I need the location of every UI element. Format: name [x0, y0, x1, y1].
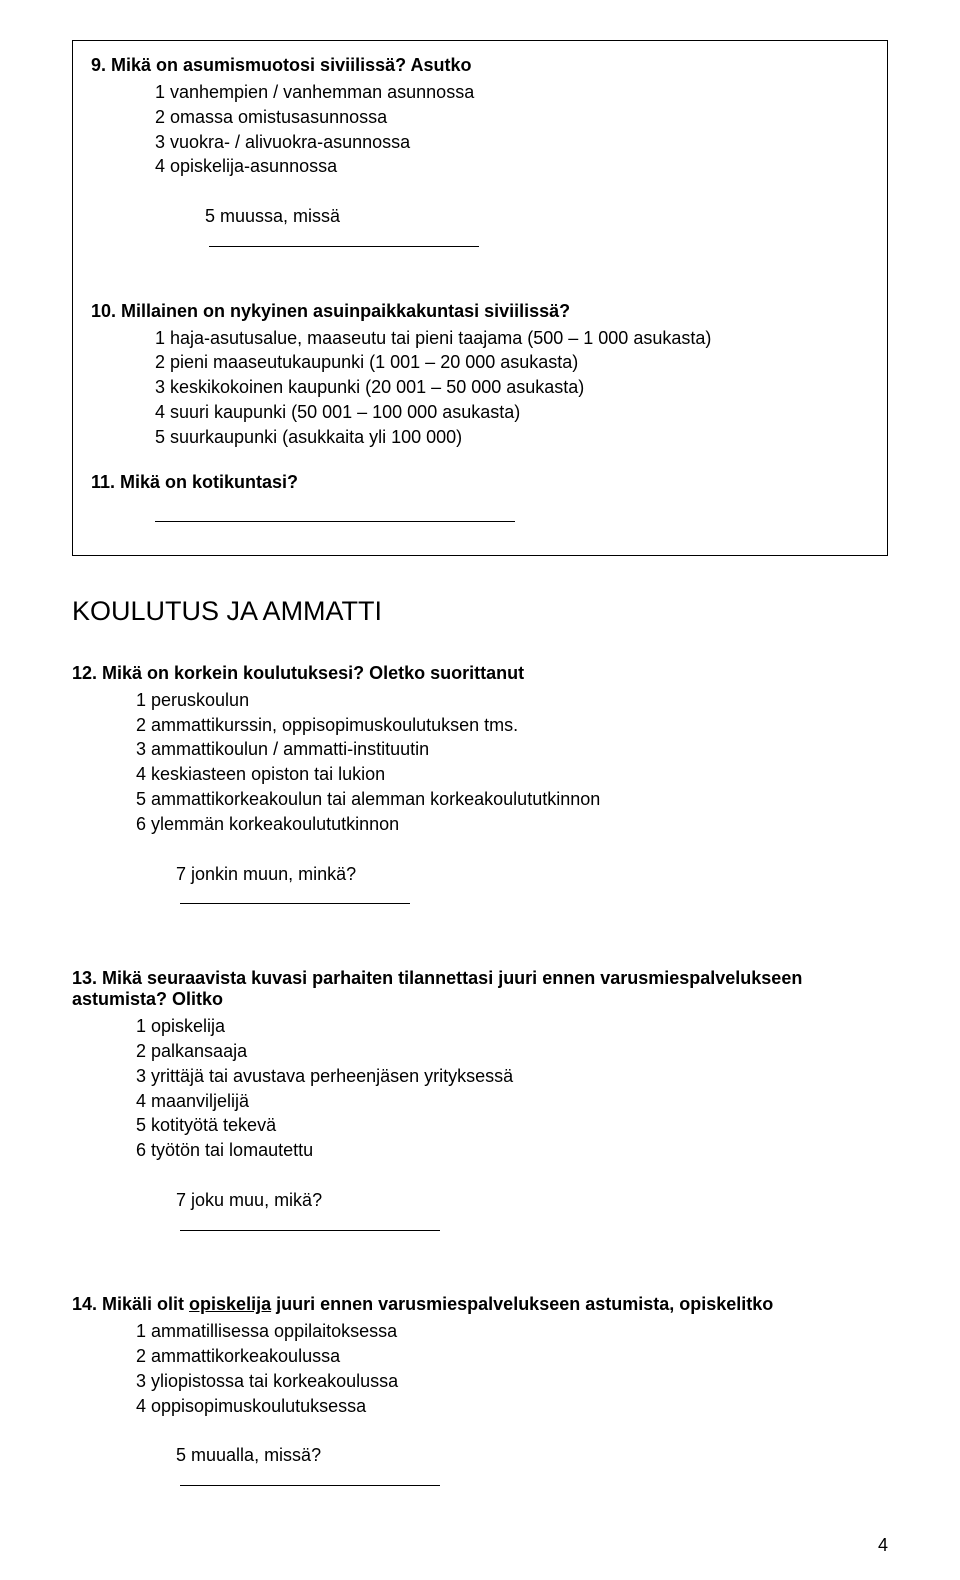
q9-options: 1 vanhempien / vanhemman asunnossa 2 oma… — [91, 80, 869, 279]
q13-opt-6: 6 työtön tai lomautettu — [136, 1138, 888, 1163]
q12-opt-7: 7 jonkin muun, minkä? — [136, 837, 888, 936]
q13-opt-2: 2 palkansaaja — [136, 1039, 888, 1064]
q9-blank[interactable] — [209, 229, 479, 247]
page-container: 9. Mikä on asumismuotosi siviilissä? Asu… — [0, 0, 960, 1580]
q10-opt-1: 1 haja-asutusalue, maaseutu tai pieni ta… — [155, 326, 869, 351]
q14-opt-2: 2 ammattikorkeakoulussa — [136, 1344, 888, 1369]
q13-opt-7: 7 joku muu, mikä? — [136, 1163, 888, 1262]
q13-opt-5: 5 kotityötä tekevä — [136, 1113, 888, 1138]
q12-opt-3: 3 ammattikoulun / ammatti-instituutin — [136, 737, 888, 762]
q12-blank[interactable] — [180, 886, 410, 904]
q14-opt-5-text: 5 muualla, missä? — [176, 1445, 321, 1465]
q11-blank[interactable] — [155, 497, 515, 522]
q9-title: 9. Mikä on asumismuotosi siviilissä? Asu… — [91, 55, 869, 76]
q10-opt-2: 2 pieni maaseutukaupunki (1 001 – 20 000… — [155, 350, 869, 375]
q13-opt-4: 4 maanviljelijä — [136, 1089, 888, 1114]
question-11: 11. Mikä on kotikuntasi? — [91, 472, 869, 529]
q10-options: 1 haja-asutusalue, maaseutu tai pieni ta… — [91, 326, 869, 450]
q12-opt-6: 6 ylemmän korkeakoulututkinnon — [136, 812, 888, 837]
q9-opt-2: 2 omassa omistusasunnossa — [155, 105, 869, 130]
boxed-section: 9. Mikä on asumismuotosi siviilissä? Asu… — [72, 40, 888, 556]
q13-blank[interactable] — [180, 1213, 440, 1231]
section-title: KOULUTUS JA AMMATTI — [72, 596, 888, 627]
q14-title-post: juuri ennen varusmiespalvelukseen astumi… — [271, 1294, 773, 1314]
q10-opt-3: 3 keskikokoinen kaupunki (20 001 – 50 00… — [155, 375, 869, 400]
q14-title: 14. Mikäli olit opiskelija juuri ennen v… — [72, 1294, 888, 1315]
q9-opt-3: 3 vuokra- / alivuokra-asunnossa — [155, 130, 869, 155]
q12-options: 1 peruskoulun 2 ammattikurssin, oppisopi… — [72, 688, 888, 936]
q14-opt-4: 4 oppisopimuskoulutuksessa — [136, 1394, 888, 1419]
q13-opt-3: 3 yrittäjä tai avustava perheenjäsen yri… — [136, 1064, 888, 1089]
q14-title-pre: 14. Mikäli olit — [72, 1294, 189, 1314]
q12-opt-7-text: 7 jonkin muun, minkä? — [176, 864, 356, 884]
q14-blank[interactable] — [180, 1468, 440, 1486]
q13-title: 13. Mikä seuraavista kuvasi parhaiten ti… — [72, 968, 888, 1010]
q13-opt-7-text: 7 joku muu, mikä? — [176, 1190, 322, 1210]
q9-opt-5: 5 muussa, missä — [155, 179, 869, 278]
q12-opt-2: 2 ammattikurssin, oppisopimuskoulutuksen… — [136, 713, 888, 738]
page-number: 4 — [878, 1535, 888, 1556]
q12-opt-1: 1 peruskoulun — [136, 688, 888, 713]
q10-title: 10. Millainen on nykyinen asuinpaikkakun… — [91, 301, 869, 322]
q9-opt-1: 1 vanhempien / vanhemman asunnossa — [155, 80, 869, 105]
q12-opt-4: 4 keskiasteen opiston tai lukion — [136, 762, 888, 787]
q9-opt-4: 4 opiskelija-asunnossa — [155, 154, 869, 179]
q14-opt-3: 3 yliopistossa tai korkeakoulussa — [136, 1369, 888, 1394]
q14-opt-5: 5 muualla, missä? — [136, 1419, 888, 1518]
q13-opt-1: 1 opiskelija — [136, 1014, 888, 1039]
q12-opt-5: 5 ammattikorkeakoulun tai alemman korkea… — [136, 787, 888, 812]
q14-title-underlined: opiskelija — [189, 1294, 271, 1314]
q10-opt-4: 4 suuri kaupunki (50 001 – 100 000 asuka… — [155, 400, 869, 425]
question-9: 9. Mikä on asumismuotosi siviilissä? Asu… — [91, 55, 869, 279]
q14-opt-1: 1 ammatillisessa oppilaitoksessa — [136, 1319, 888, 1344]
question-10: 10. Millainen on nykyinen asuinpaikkakun… — [91, 301, 869, 450]
question-13: 13. Mikä seuraavista kuvasi parhaiten ti… — [72, 968, 888, 1262]
q13-options: 1 opiskelija 2 palkansaaja 3 yrittäjä ta… — [72, 1014, 888, 1262]
q11-title: 11. Mikä on kotikuntasi? — [91, 472, 869, 493]
q12-title: 12. Mikä on korkein koulutuksesi? Oletko… — [72, 663, 888, 684]
q10-opt-5: 5 suurkaupunki (asukkaita yli 100 000) — [155, 425, 869, 450]
question-14: 14. Mikäli olit opiskelija juuri ennen v… — [72, 1294, 888, 1518]
q14-options: 1 ammatillisessa oppilaitoksessa 2 ammat… — [72, 1319, 888, 1518]
q9-opt-5-text: 5 muussa, missä — [205, 206, 340, 226]
question-12: 12. Mikä on korkein koulutuksesi? Oletko… — [72, 663, 888, 936]
q11-answer-area — [91, 497, 869, 529]
